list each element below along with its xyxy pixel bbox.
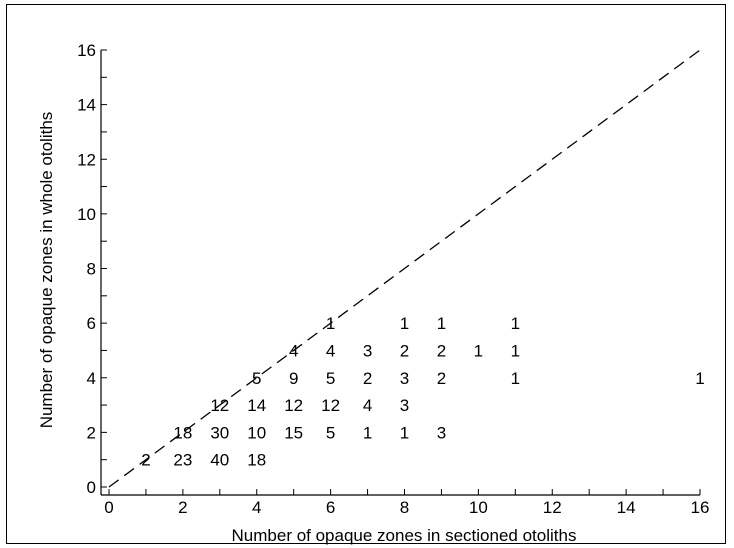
count-label: 18 — [247, 451, 266, 470]
count-label: 2 — [400, 341, 409, 360]
count-label: 2 — [437, 341, 446, 360]
count-label: 1 — [437, 314, 446, 333]
count-label: 2 — [363, 369, 372, 388]
x-axis-title: Number of opaque zones in sectioned otol… — [232, 526, 577, 545]
count-label: 1 — [474, 341, 483, 360]
y-tick-label: 0 — [87, 478, 96, 497]
figure-frame — [6, 4, 726, 544]
count-label: 23 — [173, 451, 192, 470]
count-label: 1 — [326, 314, 335, 333]
y-axis-title: Number of opaque zones in whole otoliths — [37, 112, 56, 429]
x-tick-label: 8 — [400, 498, 409, 517]
count-label: 12 — [321, 396, 340, 415]
y-tick-label: 4 — [87, 369, 96, 388]
count-label: 1 — [400, 423, 409, 442]
reference-line-group — [108, 49, 701, 488]
count-label: 1 — [511, 314, 520, 333]
y-tick-label: 12 — [77, 150, 96, 169]
count-label: 30 — [210, 423, 229, 442]
x-tick-label: 16 — [691, 498, 710, 517]
x-tick-label: 12 — [543, 498, 562, 517]
count-label: 3 — [437, 423, 446, 442]
count-label: 40 — [210, 451, 229, 470]
count-label: 12 — [210, 396, 229, 415]
count-label: 9 — [289, 369, 298, 388]
count-label: 2 — [141, 451, 150, 470]
count-label: 5 — [326, 369, 335, 388]
x-tick-label: 4 — [252, 498, 261, 517]
y-tick-label: 6 — [87, 314, 96, 333]
count-label: 4 — [326, 341, 335, 360]
count-label: 1 — [695, 369, 704, 388]
count-label: 3 — [400, 396, 409, 415]
x-tick-label: 10 — [469, 498, 488, 517]
x-tick-label: 6 — [326, 498, 335, 517]
count-label: 2 — [437, 369, 446, 388]
count-label: 1 — [400, 314, 409, 333]
count-label: 15 — [284, 423, 303, 442]
count-label: 3 — [363, 341, 372, 360]
x-tick-label: 0 — [104, 498, 113, 517]
count-label: 14 — [247, 396, 266, 415]
count-label: 1 — [511, 341, 520, 360]
reference-line — [108, 49, 701, 488]
count-label: 5 — [326, 423, 335, 442]
y-tick-label: 14 — [77, 96, 96, 115]
y-tick-label: 10 — [77, 205, 96, 224]
count-label: 1 — [363, 423, 372, 442]
count-label: 12 — [284, 396, 303, 415]
y-tick-label: 2 — [87, 423, 96, 442]
y-tick-label: 8 — [87, 260, 96, 279]
count-label: 10 — [247, 423, 266, 442]
count-label: 3 — [400, 369, 409, 388]
x-tick-label: 14 — [617, 498, 636, 517]
count-label: 4 — [289, 341, 298, 360]
x-tick-label: 2 — [178, 498, 187, 517]
count-label: 1 — [511, 369, 520, 388]
count-label: 5 — [252, 369, 261, 388]
count-label: 18 — [173, 423, 192, 442]
y-tick-label: 16 — [77, 41, 96, 60]
count-label: 4 — [363, 396, 372, 415]
